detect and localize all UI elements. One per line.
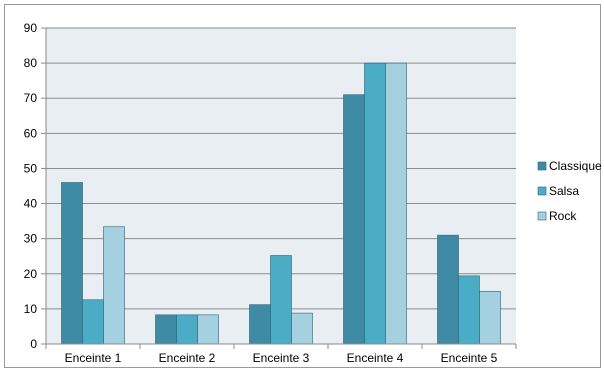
y-tick-label: 40 bbox=[24, 197, 38, 211]
legend-label-classique: Classique bbox=[549, 159, 602, 173]
legend: Classique Salsa Rock bbox=[537, 159, 602, 223]
x-tick-label: Enceinte 1 bbox=[65, 351, 122, 365]
y-tick-label: 60 bbox=[24, 126, 38, 140]
x-tick-label: Enceinte 4 bbox=[347, 351, 404, 365]
x-tick-label: Enceinte 2 bbox=[159, 351, 216, 365]
y-tick-label: 80 bbox=[24, 56, 38, 70]
y-tick-label: 0 bbox=[30, 337, 37, 351]
bar-rock-1 bbox=[103, 226, 125, 345]
legend-swatch-salsa bbox=[537, 186, 547, 196]
legend-label-rock: Rock bbox=[549, 209, 577, 223]
bar-salsa-2 bbox=[176, 314, 198, 345]
x-tick-label: Enceinte 3 bbox=[253, 351, 310, 365]
y-tick-label: 10 bbox=[24, 302, 38, 316]
y-tick-label: 70 bbox=[24, 91, 38, 105]
y-tick-label: 90 bbox=[24, 21, 38, 35]
bar-rock-4 bbox=[385, 62, 407, 345]
bar-rock-2 bbox=[197, 314, 219, 345]
bar-salsa-4 bbox=[364, 62, 386, 345]
x-tick-label: Enceinte 5 bbox=[441, 351, 498, 365]
y-tick-label: 30 bbox=[24, 232, 38, 246]
chart-frame: 0 10 20 30 40 50 60 70 80 90 Enceinte 1 Enceinte 2 E… bbox=[4, 4, 602, 368]
bar-classique-2 bbox=[155, 314, 177, 345]
bar-salsa-5 bbox=[458, 275, 480, 345]
bar-chart: 0 10 20 30 40 50 60 70 80 90 Enceinte 1 Enceinte 2 E… bbox=[24, 21, 602, 365]
y-tick-label: 50 bbox=[24, 161, 38, 175]
y-tick-label: 20 bbox=[24, 267, 38, 281]
bar-classique-3 bbox=[249, 304, 271, 345]
bar-classique-1 bbox=[61, 182, 83, 345]
legend-label-salsa: Salsa bbox=[549, 184, 579, 198]
legend-swatch-rock bbox=[537, 211, 547, 221]
bar-rock-3 bbox=[291, 312, 313, 345]
bar-classique-4 bbox=[343, 94, 365, 345]
bar-salsa-1 bbox=[82, 299, 104, 345]
plot-area: 0 10 20 30 40 50 60 70 80 90 Enceinte 1 Enceinte 2 E… bbox=[24, 21, 517, 365]
bar-salsa-3 bbox=[270, 255, 292, 345]
legend-swatch-classique bbox=[537, 161, 547, 171]
bar-classique-5 bbox=[437, 234, 459, 345]
bar-rock-5 bbox=[479, 291, 501, 345]
